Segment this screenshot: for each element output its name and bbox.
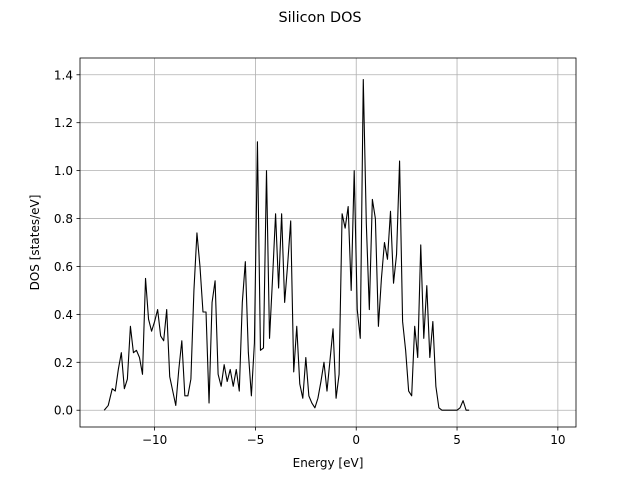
x-tick-label: −10: [142, 433, 167, 447]
x-tick-label: 5: [453, 433, 461, 447]
x-tick-label: 0: [352, 433, 360, 447]
series-layer: [103, 79, 470, 411]
y-axis-label: DOS [states/eV]: [28, 195, 42, 291]
y-tick-label: 0.4: [54, 308, 73, 322]
y-tick-label: 1.0: [54, 164, 73, 178]
y-tick-label: 1.4: [54, 68, 73, 82]
chart-title: Silicon DOS: [278, 10, 361, 26]
plot-frame: [79, 57, 577, 428]
x-tick-label: 10: [550, 433, 565, 447]
axis-ticks: −10 −5 0 5 10 0.0 0.2 0.4 0.6 0.8 1.0 1.2 1.4: [54, 68, 566, 447]
y-tick-label: 0.2: [54, 356, 73, 370]
dos-series-line: [103, 79, 470, 411]
x-tick-label: −5: [247, 433, 265, 447]
y-tick-label: 0.8: [54, 212, 73, 226]
y-tick-label: 0.6: [54, 260, 73, 274]
grid-lines: [80, 58, 576, 427]
y-tick-label: 0.0: [54, 404, 73, 418]
x-axis-label: Energy [eV]: [293, 456, 364, 470]
y-tick-label: 1.2: [54, 116, 73, 130]
